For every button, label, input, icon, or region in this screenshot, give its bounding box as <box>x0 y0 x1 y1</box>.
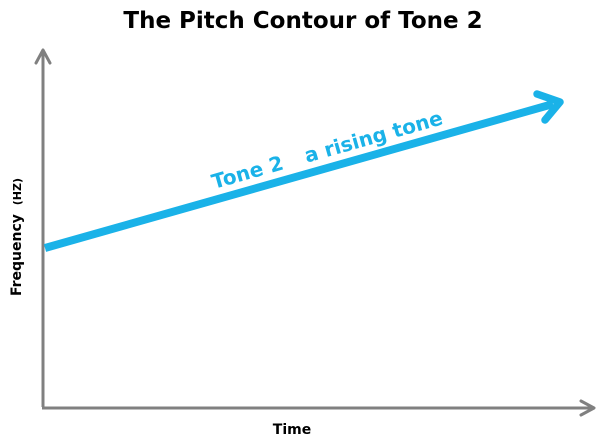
contour-arrowhead <box>533 90 564 124</box>
y-axis-label-text: Frequency <box>9 214 25 296</box>
diagram-title: The Pitch Contour of Tone 2 <box>123 8 482 34</box>
y-axis-unit: (HZ) <box>11 178 24 205</box>
pitch-contour <box>43 90 564 252</box>
contour-annotation: Tone 2 a rising tone <box>209 106 445 194</box>
x-axis <box>42 399 596 417</box>
y-axis <box>34 48 52 407</box>
contour-line <box>43 100 555 252</box>
x-axis-arrowhead <box>579 399 596 417</box>
x-axis-label: Time <box>273 422 311 438</box>
y-axis-arrowhead <box>34 48 52 65</box>
y-axis-label: Frequency (HZ) <box>9 178 25 296</box>
